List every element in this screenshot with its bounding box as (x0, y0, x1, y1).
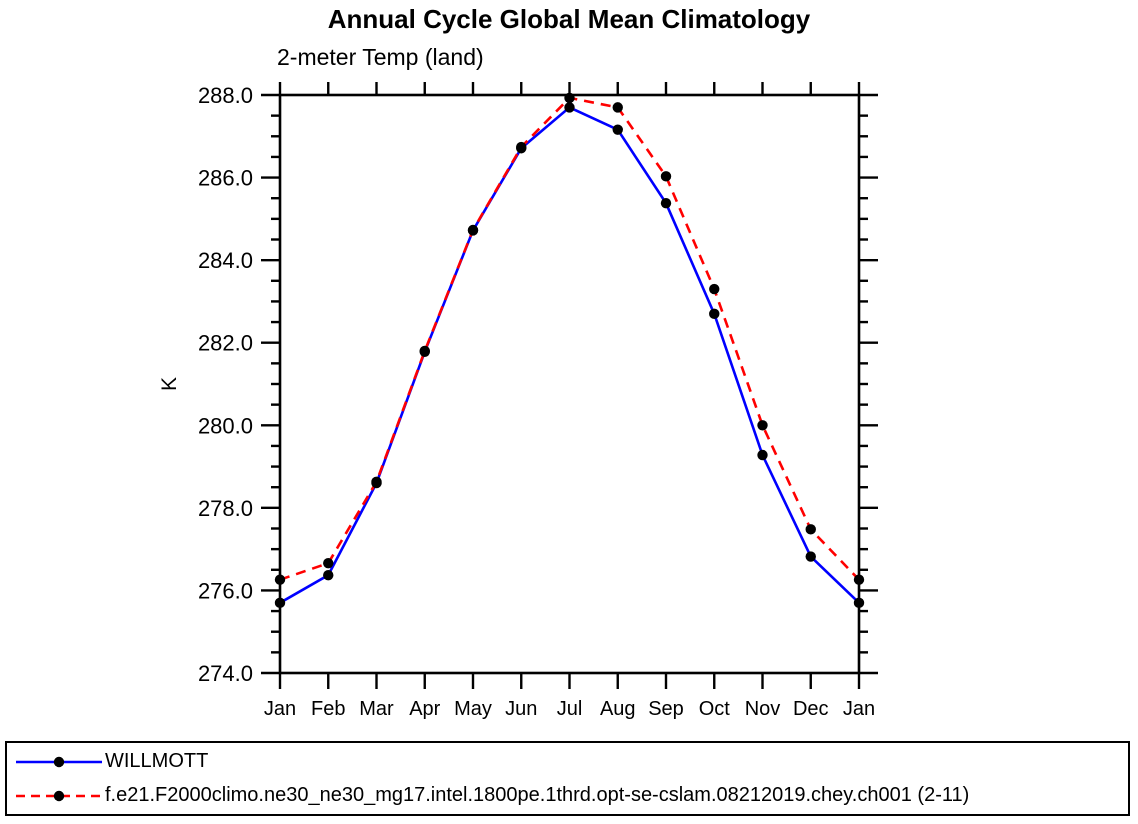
svg-text:Jun: Jun (505, 698, 537, 720)
legend-item-willmott: WILLMOTT (15, 745, 1128, 778)
svg-text:May: May (454, 698, 492, 720)
series-markers-0 (274, 102, 865, 609)
svg-text:282.0: 282.0 (198, 331, 253, 356)
svg-text:Jul: Jul (557, 698, 583, 720)
svg-text:Oct: Oct (699, 698, 731, 720)
x-axis-ticks (278, 82, 861, 689)
svg-text:286.0: 286.0 (198, 166, 253, 191)
plot-frame (278, 93, 861, 675)
legend-item-model-run: f.e21.F2000climo.ne30_ne30_mg17.intel.18… (15, 779, 1128, 812)
svg-text:Nov: Nov (745, 698, 781, 720)
chart-subtitle: 2-meter Temp (land) (277, 44, 484, 70)
series-markers-1 (274, 92, 865, 585)
series-line-1 (279, 96, 860, 581)
svg-text:Feb: Feb (311, 698, 345, 720)
y-axis-tick-labels: 274.0 276.0 278.0 280.0 282.0 284.0 286.0 288.0 (198, 83, 253, 686)
svg-text:Jan: Jan (264, 698, 296, 720)
svg-text:Mar: Mar (359, 698, 394, 720)
series-line-0 (279, 105, 860, 604)
chart-title: Annual Cycle Global Mean Climatology (327, 4, 811, 34)
svg-text:Dec: Dec (793, 698, 829, 720)
legend-box: WILLMOTT f.e21.F2000climo.ne30_ne30_mg17… (5, 741, 1130, 816)
svg-text:288.0: 288.0 (198, 83, 253, 108)
x-axis-tick-labels: Jan Feb Mar Apr May Jun Jul Aug Sep Oct Nov Dec Jan (264, 698, 875, 720)
svg-text:278.0: 278.0 (198, 496, 253, 521)
svg-text:284.0: 284.0 (198, 248, 253, 273)
legend-line-sample-red-dashed (16, 790, 102, 801)
legend-label-model-run: f.e21.F2000climo.ne30_ne30_mg17.intel.18… (105, 784, 970, 806)
svg-text:Sep: Sep (648, 698, 684, 720)
svg-text:Jan: Jan (843, 698, 875, 720)
svg-text:Apr: Apr (409, 698, 440, 720)
legend-line-sample-blue-solid (16, 756, 102, 767)
svg-text:280.0: 280.0 (198, 413, 253, 438)
svg-text:274.0: 274.0 (198, 661, 253, 686)
plot-area: 274.0 276.0 278.0 280.0 282.0 284.0 286.0 288.0… (198, 82, 878, 720)
y-axis-ticks (261, 93, 878, 675)
legend-label-willmott: WILLMOTT (105, 750, 209, 772)
svg-text:Aug: Aug (600, 698, 636, 720)
svg-text:276.0: 276.0 (198, 578, 253, 603)
